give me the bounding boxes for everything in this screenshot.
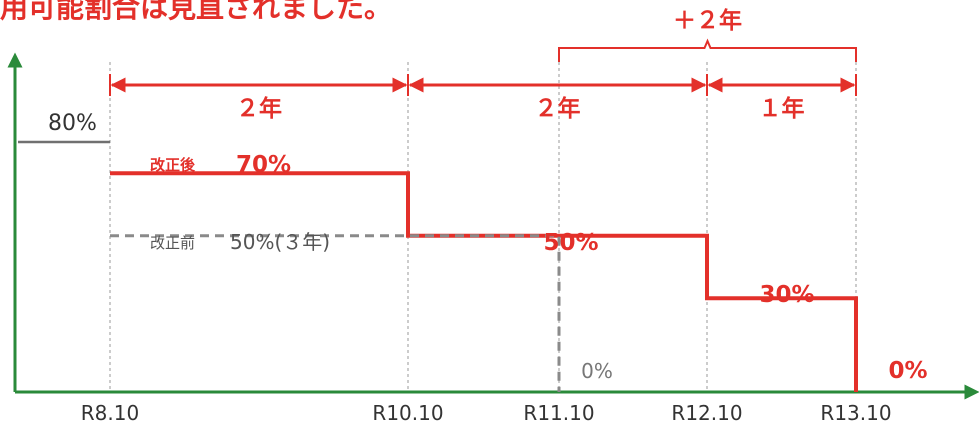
series-after [110, 171, 858, 392]
x-tick-R8.10: R8.10 [81, 401, 139, 425]
x-tick-labels: R8.10 R10.10 R11.10 R12.10 R13.10 [81, 401, 892, 425]
value-labels: 80% 改正後 70% 改正前 50%(３年) 50% 30% 0% 0% [48, 111, 928, 384]
period-label: ２年 [535, 95, 581, 122]
label-before-name: 改正前 [150, 234, 195, 252]
series-before [110, 234, 561, 392]
label-mid: 50% [543, 230, 598, 256]
x-tick-R12.10: R12.10 [671, 401, 742, 425]
x-tick-R13.10: R13.10 [820, 401, 891, 425]
period-label: １年 [759, 95, 805, 122]
label-third: 30% [759, 282, 814, 308]
label-before-end: 0% [581, 359, 613, 383]
label-after-first: 70% [236, 152, 291, 178]
page-caption: 用可能割合は見直されました。 [0, 0, 393, 24]
x-tick-R10.10: R10.10 [372, 401, 443, 425]
label-before-value: 50%(３年) [230, 230, 330, 254]
axes [7, 52, 979, 400]
period-label: ２年 [236, 95, 282, 122]
period-spans: ２年 ２年 １年 ＋２年 [109, 7, 857, 122]
extension-bracket [558, 38, 857, 62]
x-tick-R11.10: R11.10 [523, 401, 594, 425]
extension-label: ＋２年 [673, 7, 742, 34]
label-initial: 80% [48, 111, 97, 136]
vertical-guides [109, 62, 857, 392]
label-after-name: 改正後 [150, 156, 196, 174]
label-after-end: 0% [888, 358, 927, 384]
series-lines [18, 140, 858, 392]
